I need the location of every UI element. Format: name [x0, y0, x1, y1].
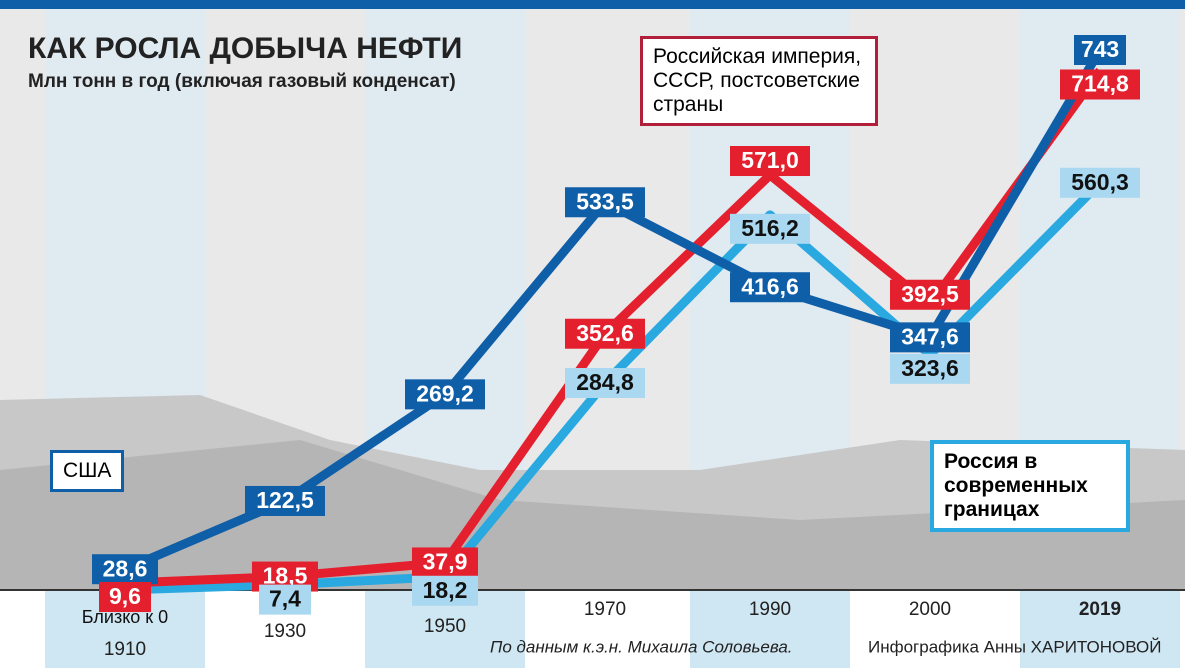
- x-tick-label: 1990: [749, 599, 791, 620]
- value-label: 269,2: [416, 380, 474, 406]
- value-label: 352,6: [576, 320, 634, 346]
- legend-usa: США: [50, 450, 124, 492]
- legend-ussr: Российская империя, СССР, постсоветские …: [640, 36, 878, 126]
- x-tick-label: 1930: [264, 621, 306, 642]
- value-label: Близко к 0: [82, 607, 168, 627]
- value-label: 284,8: [576, 369, 634, 395]
- value-label: 323,6: [901, 355, 959, 381]
- source: По данным к.э.н. Михаила Соловьева.: [490, 637, 793, 656]
- infographic: КАК РОСЛА ДОБЫЧА НЕФТИ Млн тонн в год (в…: [0, 0, 1185, 668]
- value-label: 18,2: [423, 577, 468, 603]
- chart-subtitle: Млн тонн в год (включая газовый конденса…: [28, 71, 456, 92]
- value-label: 571,0: [741, 147, 799, 173]
- chart: КАК РОСЛА ДОБЫЧА НЕФТИ Млн тонн в год (в…: [0, 0, 1185, 668]
- x-tick-label: 1950: [424, 616, 466, 637]
- value-label: 28,6: [103, 555, 148, 581]
- value-label: 743: [1081, 36, 1119, 62]
- value-label: 7,4: [269, 586, 301, 612]
- x-tick-label: 2019: [1079, 599, 1121, 620]
- x-tick-label: 2000: [909, 599, 951, 620]
- top-bar: [0, 0, 1185, 9]
- value-label: 714,8: [1071, 71, 1129, 97]
- value-label: 9,6: [109, 583, 141, 609]
- x-tick-label: 1910: [104, 639, 146, 660]
- chart-title: КАК РОСЛА ДОБЫЧА НЕФТИ: [28, 32, 462, 65]
- credit: Инфографика Анны ХАРИТОНОВОЙ: [868, 637, 1161, 656]
- value-label: 122,5: [256, 487, 314, 513]
- value-label: 347,6: [901, 323, 959, 349]
- value-label: 516,2: [741, 215, 799, 241]
- value-label: 533,5: [576, 188, 634, 214]
- value-label: 416,6: [741, 273, 799, 299]
- legend-russia: Россия в современных границах: [930, 440, 1130, 532]
- value-label: 560,3: [1071, 169, 1129, 195]
- x-tick-label: 1970: [584, 599, 626, 620]
- value-label: 392,5: [901, 281, 959, 307]
- value-label: 37,9: [423, 549, 468, 575]
